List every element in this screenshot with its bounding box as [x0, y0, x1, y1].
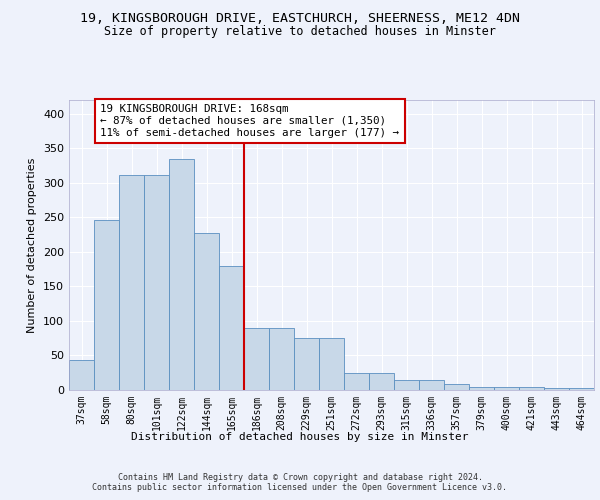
Text: Distribution of detached houses by size in Minster: Distribution of detached houses by size …	[131, 432, 469, 442]
Text: 19 KINGSBOROUGH DRIVE: 168sqm
← 87% of detached houses are smaller (1,350)
11% o: 19 KINGSBOROUGH DRIVE: 168sqm ← 87% of d…	[101, 104, 400, 138]
Text: 19, KINGSBOROUGH DRIVE, EASTCHURCH, SHEERNESS, ME12 4DN: 19, KINGSBOROUGH DRIVE, EASTCHURCH, SHEE…	[80, 12, 520, 26]
Bar	[494, 386, 519, 390]
Bar	[469, 386, 494, 390]
Y-axis label: Number of detached properties: Number of detached properties	[28, 158, 37, 332]
Bar	[144, 174, 169, 390]
Bar	[169, 158, 194, 390]
Bar	[544, 388, 569, 390]
Bar	[219, 266, 244, 390]
Bar	[244, 328, 269, 390]
Text: Contains HM Land Registry data © Crown copyright and database right 2024.
Contai: Contains HM Land Registry data © Crown c…	[92, 472, 508, 492]
Bar	[419, 380, 444, 390]
Bar	[269, 328, 294, 390]
Bar	[319, 338, 344, 390]
Bar	[119, 174, 144, 390]
Bar	[344, 372, 369, 390]
Bar	[94, 220, 119, 390]
Bar	[369, 372, 394, 390]
Bar	[69, 360, 94, 390]
Bar	[444, 384, 469, 390]
Text: Size of property relative to detached houses in Minster: Size of property relative to detached ho…	[104, 25, 496, 38]
Bar	[519, 386, 544, 390]
Bar	[394, 380, 419, 390]
Bar	[294, 338, 319, 390]
Bar	[569, 388, 594, 390]
Bar	[194, 234, 219, 390]
